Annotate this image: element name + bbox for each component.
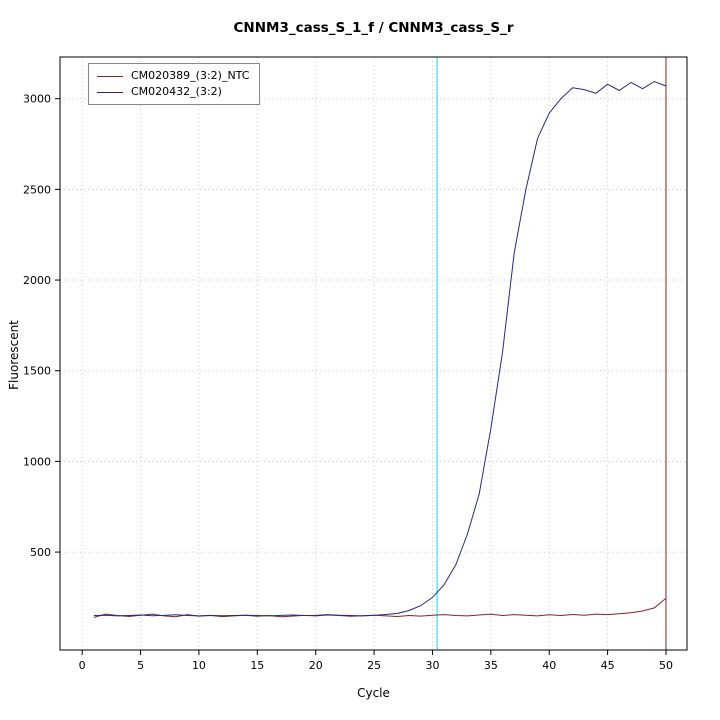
y-tick-label: 1000: [23, 455, 51, 468]
x-axis-label: Cycle: [357, 686, 390, 700]
x-tick-label: 5: [137, 659, 144, 672]
x-tick-label: 0: [79, 659, 86, 672]
x-tick-label: 15: [250, 659, 264, 672]
x-tick-label: 20: [309, 659, 323, 672]
legend-label: CM020432_(3:2): [131, 85, 222, 98]
legend: CM020389_(3:2)_NTC CM020432_(3:2): [88, 63, 261, 105]
y-tick-label: 2000: [23, 274, 51, 287]
y-tick-label: 3000: [23, 93, 51, 106]
legend-item: CM020389_(3:2)_NTC: [97, 68, 249, 84]
x-tick-label: 40: [542, 659, 556, 672]
legend-line-swatch: [97, 75, 123, 77]
series-line-1: [93, 80, 667, 617]
x-tick-label: 50: [659, 659, 673, 672]
legend-item: CM020432_(3:2): [97, 84, 249, 100]
x-tick-label: 30: [425, 659, 439, 672]
x-tick-label: 10: [192, 659, 206, 672]
x-tick-label: 25: [367, 659, 381, 672]
x-tick-label: 45: [601, 659, 615, 672]
y-tick-label: 2500: [23, 183, 51, 196]
y-tick-label: 1500: [23, 365, 51, 378]
y-axis-label: Fluorescent: [7, 320, 21, 390]
y-tick-label: 500: [30, 546, 51, 559]
plot-box: [59, 56, 688, 651]
chart-title: CNNM3_cass_S_1_f / CNNM3_cass_S_r: [233, 20, 514, 36]
series-line-0: [93, 597, 667, 618]
x-tick-label: 35: [484, 659, 498, 672]
legend-line-swatch: [97, 91, 123, 93]
legend-label: CM020389_(3:2)_NTC: [131, 69, 250, 82]
